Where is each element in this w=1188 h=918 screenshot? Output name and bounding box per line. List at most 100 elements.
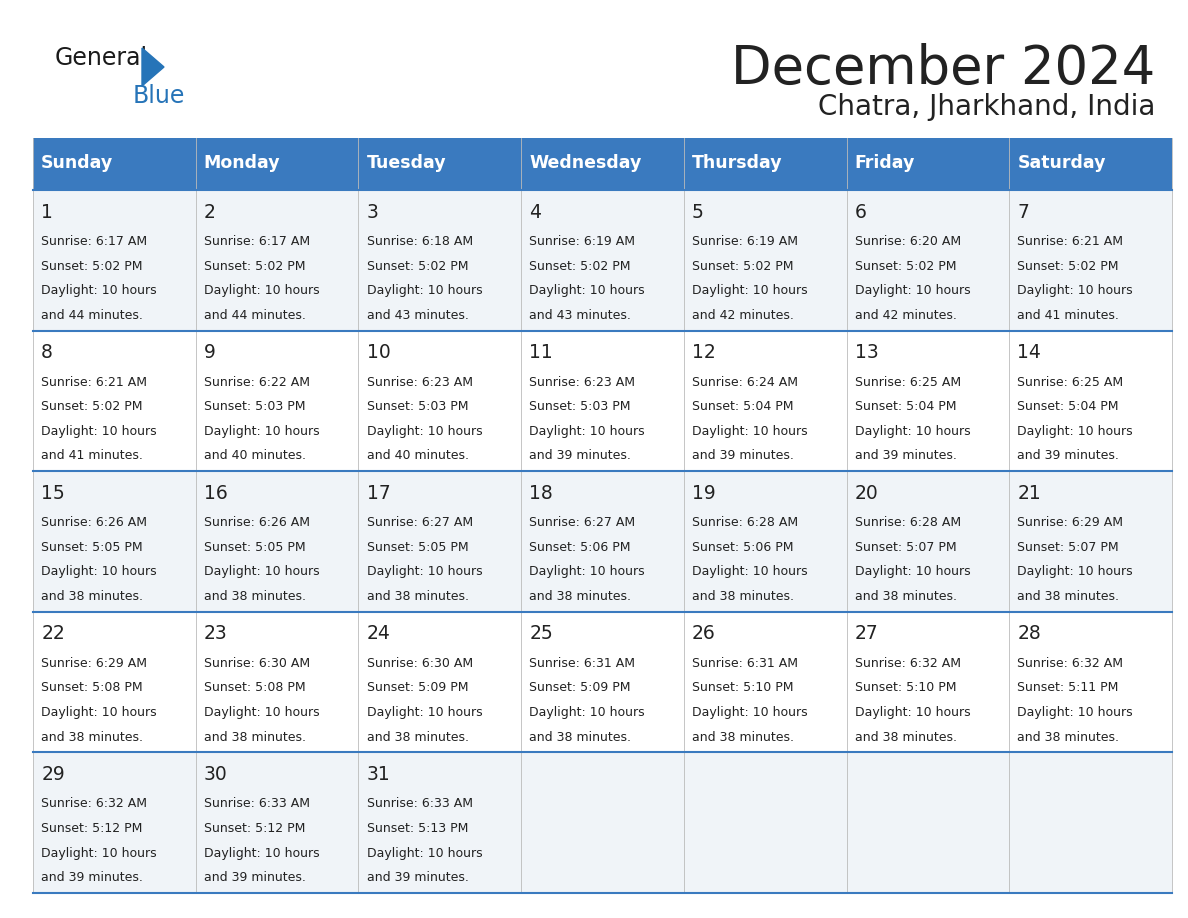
Bar <box>33 471 1173 611</box>
Text: Sunset: 5:12 PM: Sunset: 5:12 PM <box>42 822 143 835</box>
Bar <box>33 611 1173 753</box>
Text: Sunset: 5:03 PM: Sunset: 5:03 PM <box>530 400 631 413</box>
Text: Daylight: 10 hours: Daylight: 10 hours <box>854 706 971 719</box>
Text: 8: 8 <box>42 343 53 363</box>
Text: Sunset: 5:02 PM: Sunset: 5:02 PM <box>1017 260 1119 273</box>
Text: and 41 minutes.: and 41 minutes. <box>42 450 143 463</box>
Text: Daylight: 10 hours: Daylight: 10 hours <box>530 565 645 578</box>
Text: and 38 minutes.: and 38 minutes. <box>204 731 305 744</box>
Text: Daylight: 10 hours: Daylight: 10 hours <box>854 285 971 297</box>
Text: Daylight: 10 hours: Daylight: 10 hours <box>854 425 971 438</box>
Text: 27: 27 <box>854 624 878 644</box>
Text: 30: 30 <box>204 765 228 784</box>
Text: Sunset: 5:06 PM: Sunset: 5:06 PM <box>691 541 794 554</box>
Text: Saturday: Saturday <box>1017 154 1106 172</box>
Text: and 38 minutes.: and 38 minutes. <box>42 590 143 603</box>
Text: and 38 minutes.: and 38 minutes. <box>367 590 468 603</box>
Text: Daylight: 10 hours: Daylight: 10 hours <box>367 425 482 438</box>
Text: and 43 minutes.: and 43 minutes. <box>530 308 631 322</box>
Text: Sunset: 5:03 PM: Sunset: 5:03 PM <box>367 400 468 413</box>
Text: 1: 1 <box>42 203 53 221</box>
Text: Sunrise: 6:21 AM: Sunrise: 6:21 AM <box>1017 235 1124 248</box>
Text: and 38 minutes.: and 38 minutes. <box>530 590 631 603</box>
Text: Daylight: 10 hours: Daylight: 10 hours <box>691 425 808 438</box>
Text: and 39 minutes.: and 39 minutes. <box>1017 450 1119 463</box>
Text: 21: 21 <box>1017 484 1041 503</box>
Text: 17: 17 <box>367 484 391 503</box>
Text: Sunday: Sunday <box>42 154 113 172</box>
Text: December 2024: December 2024 <box>731 43 1155 95</box>
Text: Friday: Friday <box>854 154 915 172</box>
Text: and 44 minutes.: and 44 minutes. <box>42 308 143 322</box>
Text: Sunrise: 6:28 AM: Sunrise: 6:28 AM <box>854 516 961 529</box>
Text: Daylight: 10 hours: Daylight: 10 hours <box>367 846 482 859</box>
Text: Sunset: 5:02 PM: Sunset: 5:02 PM <box>42 260 143 273</box>
Text: Blue: Blue <box>133 84 185 108</box>
Text: and 43 minutes.: and 43 minutes. <box>367 308 468 322</box>
Text: Daylight: 10 hours: Daylight: 10 hours <box>204 285 320 297</box>
Text: 9: 9 <box>204 343 216 363</box>
Text: and 39 minutes.: and 39 minutes. <box>204 871 305 884</box>
Text: 19: 19 <box>691 484 715 503</box>
Text: and 39 minutes.: and 39 minutes. <box>691 450 794 463</box>
Text: Sunrise: 6:26 AM: Sunrise: 6:26 AM <box>204 516 310 529</box>
Text: Daylight: 10 hours: Daylight: 10 hours <box>854 565 971 578</box>
Text: 23: 23 <box>204 624 228 644</box>
Text: 22: 22 <box>42 624 65 644</box>
Text: Daylight: 10 hours: Daylight: 10 hours <box>367 565 482 578</box>
Text: and 38 minutes.: and 38 minutes. <box>691 590 794 603</box>
Text: and 41 minutes.: and 41 minutes. <box>1017 308 1119 322</box>
Text: Sunrise: 6:23 AM: Sunrise: 6:23 AM <box>367 375 473 388</box>
Text: and 38 minutes.: and 38 minutes. <box>367 731 468 744</box>
Text: Sunrise: 6:30 AM: Sunrise: 6:30 AM <box>367 656 473 670</box>
Text: Daylight: 10 hours: Daylight: 10 hours <box>42 425 157 438</box>
Text: Sunset: 5:10 PM: Sunset: 5:10 PM <box>854 681 956 694</box>
Text: Sunset: 5:02 PM: Sunset: 5:02 PM <box>854 260 956 273</box>
Text: Daylight: 10 hours: Daylight: 10 hours <box>204 706 320 719</box>
Text: Daylight: 10 hours: Daylight: 10 hours <box>42 846 157 859</box>
Text: Daylight: 10 hours: Daylight: 10 hours <box>1017 565 1133 578</box>
Text: and 44 minutes.: and 44 minutes. <box>204 308 305 322</box>
Text: 12: 12 <box>691 343 715 363</box>
Text: Sunset: 5:02 PM: Sunset: 5:02 PM <box>204 260 305 273</box>
Text: Sunrise: 6:24 AM: Sunrise: 6:24 AM <box>691 375 798 388</box>
Text: Sunrise: 6:33 AM: Sunrise: 6:33 AM <box>367 798 473 811</box>
Text: Daylight: 10 hours: Daylight: 10 hours <box>204 565 320 578</box>
Text: 14: 14 <box>1017 343 1042 363</box>
Text: Wednesday: Wednesday <box>530 154 642 172</box>
Text: Sunset: 5:05 PM: Sunset: 5:05 PM <box>367 541 468 554</box>
Text: 4: 4 <box>530 203 542 221</box>
Text: Monday: Monday <box>204 154 280 172</box>
Text: Daylight: 10 hours: Daylight: 10 hours <box>367 706 482 719</box>
Text: Sunset: 5:10 PM: Sunset: 5:10 PM <box>691 681 794 694</box>
Text: 25: 25 <box>530 624 554 644</box>
Text: Daylight: 10 hours: Daylight: 10 hours <box>691 285 808 297</box>
Text: Sunset: 5:07 PM: Sunset: 5:07 PM <box>1017 541 1119 554</box>
Text: and 38 minutes.: and 38 minutes. <box>204 590 305 603</box>
Text: Daylight: 10 hours: Daylight: 10 hours <box>1017 425 1133 438</box>
Bar <box>33 753 1173 893</box>
Text: 31: 31 <box>367 765 391 784</box>
Text: Sunset: 5:06 PM: Sunset: 5:06 PM <box>530 541 631 554</box>
Text: Sunset: 5:02 PM: Sunset: 5:02 PM <box>530 260 631 273</box>
Text: Sunrise: 6:18 AM: Sunrise: 6:18 AM <box>367 235 473 248</box>
Text: and 38 minutes.: and 38 minutes. <box>1017 590 1119 603</box>
Text: Thursday: Thursday <box>691 154 783 172</box>
Text: Sunrise: 6:17 AM: Sunrise: 6:17 AM <box>42 235 147 248</box>
Text: Sunrise: 6:32 AM: Sunrise: 6:32 AM <box>42 798 147 811</box>
Text: and 38 minutes.: and 38 minutes. <box>530 731 631 744</box>
Text: 18: 18 <box>530 484 554 503</box>
Text: Sunrise: 6:31 AM: Sunrise: 6:31 AM <box>691 656 798 670</box>
Text: Sunrise: 6:22 AM: Sunrise: 6:22 AM <box>204 375 310 388</box>
Text: Sunrise: 6:32 AM: Sunrise: 6:32 AM <box>1017 656 1124 670</box>
Text: Sunrise: 6:19 AM: Sunrise: 6:19 AM <box>530 235 636 248</box>
Text: and 38 minutes.: and 38 minutes. <box>854 731 956 744</box>
Text: Sunset: 5:12 PM: Sunset: 5:12 PM <box>204 822 305 835</box>
Text: 5: 5 <box>691 203 703 221</box>
Text: Sunset: 5:07 PM: Sunset: 5:07 PM <box>854 541 956 554</box>
Text: and 42 minutes.: and 42 minutes. <box>854 308 956 322</box>
Text: Sunrise: 6:20 AM: Sunrise: 6:20 AM <box>854 235 961 248</box>
Text: Sunrise: 6:19 AM: Sunrise: 6:19 AM <box>691 235 798 248</box>
Text: Sunset: 5:08 PM: Sunset: 5:08 PM <box>42 681 143 694</box>
Text: and 39 minutes.: and 39 minutes. <box>42 871 143 884</box>
